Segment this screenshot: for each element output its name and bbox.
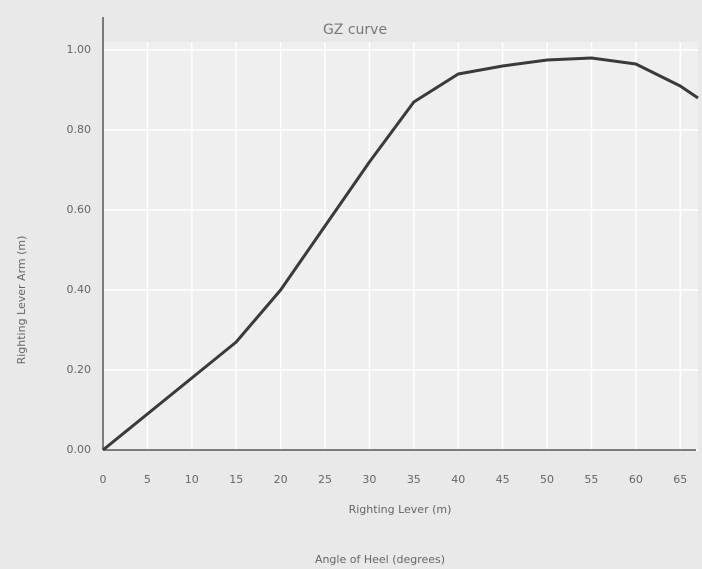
- x-tick-label: 15: [229, 473, 243, 486]
- x-tick-label: 35: [407, 473, 421, 486]
- x-tick-label: 10: [185, 473, 199, 486]
- chart-title: GZ curve: [323, 22, 387, 38]
- x-tick-label: 25: [318, 473, 332, 486]
- plot-area: [103, 42, 698, 450]
- x-tick-label: 40: [451, 473, 465, 486]
- x-tick-label: 20: [274, 473, 288, 486]
- x-tick-label: 65: [673, 473, 687, 486]
- y-tick-label: 0.20: [67, 363, 92, 376]
- gz-line: [102, 56, 699, 452]
- y-tick-label: 0.60: [67, 203, 92, 216]
- x-tick-label: 50: [540, 473, 554, 486]
- x-tick-label: 30: [362, 473, 376, 486]
- x-tick-label: 45: [496, 473, 510, 486]
- y-tick-label: 0.40: [67, 283, 92, 296]
- x-tick-label: 60: [629, 473, 643, 486]
- x-tick-label: 0: [100, 473, 107, 486]
- x-axis-label: Righting Lever (m): [349, 503, 452, 516]
- y-tick-label: 0.00: [67, 443, 92, 456]
- x-tick-label: 55: [584, 473, 598, 486]
- x-tick-label: 5: [144, 473, 151, 486]
- y-tick-label: 0.80: [67, 123, 92, 136]
- subtitle: Angle of Heel (degrees): [315, 553, 445, 566]
- y-tick-label: 1.00: [67, 43, 92, 56]
- y-axis-label: Righting Lever Arm (m): [15, 236, 28, 365]
